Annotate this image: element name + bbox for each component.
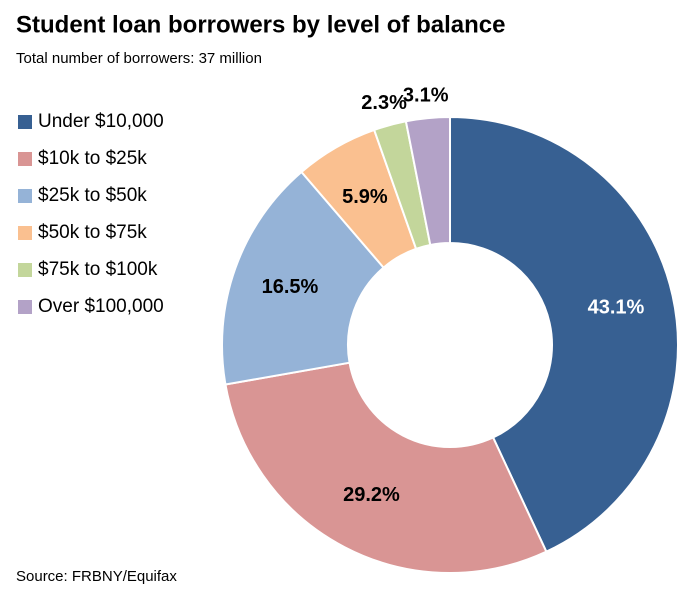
value-label: 43.1% <box>588 296 645 318</box>
value-label: 3.1% <box>403 84 449 106</box>
source: Source: FRBNY/Equifax <box>16 568 177 585</box>
legend-swatch <box>18 263 32 277</box>
donut-slice <box>449 115 680 553</box>
donut-slice <box>404 115 451 247</box>
legend-swatch <box>18 152 32 166</box>
legend-label: $10k to $25k <box>38 148 147 169</box>
legend-label: $25k to $50k <box>38 185 147 206</box>
chart-title: Student loan borrowers by level of balan… <box>16 11 505 38</box>
donut-slice <box>221 170 385 386</box>
value-label: 29.2% <box>343 484 400 506</box>
legend-swatch <box>18 300 32 314</box>
value-label: 5.9% <box>342 186 388 208</box>
legend-swatch <box>18 115 32 129</box>
value-label: 16.5% <box>262 276 319 298</box>
legend-label: Under $10,000 <box>38 111 164 132</box>
chart-subtitle: Total number of borrowers: 37 million <box>16 50 262 67</box>
legend-swatch <box>18 226 32 240</box>
legend-label: $50k to $75k <box>38 222 147 243</box>
legend-label: Over $100,000 <box>38 296 164 317</box>
legend-swatch <box>18 189 32 203</box>
legend-label: $75k to $100k <box>38 259 158 280</box>
donut-slice <box>224 361 548 574</box>
value-label: 2.3% <box>361 92 407 114</box>
